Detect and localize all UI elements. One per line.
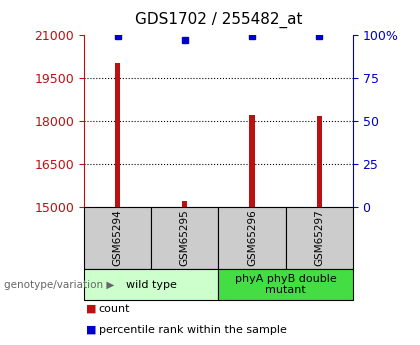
Bar [249,115,255,207]
Text: percentile rank within the sample: percentile rank within the sample [99,325,286,335]
Text: ■: ■ [86,304,97,314]
Text: GDS1702 / 255482_at: GDS1702 / 255482_at [135,12,302,28]
Text: genotype/variation ▶: genotype/variation ▶ [4,280,115,289]
Text: count: count [99,304,130,314]
Text: GSM65294: GSM65294 [113,210,123,266]
Bar [182,201,187,207]
Text: GSM65296: GSM65296 [247,210,257,266]
Text: ■: ■ [86,325,97,335]
Text: wild type: wild type [126,280,177,289]
Text: GSM65295: GSM65295 [180,210,190,266]
Bar [115,63,120,207]
Bar [317,117,322,207]
Text: GSM65297: GSM65297 [314,210,324,266]
Text: phyA phyB double
mutant: phyA phyB double mutant [235,274,336,295]
